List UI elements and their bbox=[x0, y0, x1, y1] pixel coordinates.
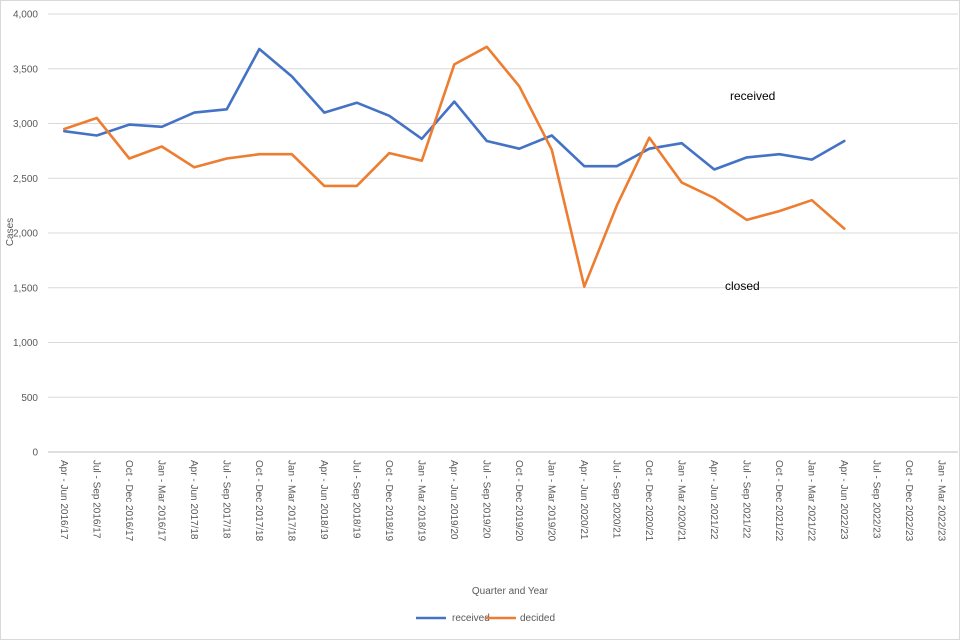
y-tick-label: 2,500 bbox=[13, 174, 38, 185]
x-tick-label: Jul - Sep 2018/19 bbox=[350, 460, 361, 539]
y-tick-label: 3,000 bbox=[13, 119, 38, 130]
y-tick-label: 500 bbox=[21, 393, 38, 404]
x-tick-label: Jul - Sep 2019/20 bbox=[480, 460, 491, 539]
x-axis-title: Quarter and Year bbox=[472, 586, 549, 597]
x-tick-label: Jul - Sep 2020/21 bbox=[610, 460, 621, 539]
x-tick-label: Oct - Dec 2018/19 bbox=[383, 460, 394, 542]
series-lines bbox=[63, 45, 846, 289]
y-axis-title: Cases bbox=[5, 218, 16, 246]
legend: received decided bbox=[416, 613, 555, 624]
x-tick-label: Apr - Jun 2016/17 bbox=[58, 460, 69, 540]
x-tick-label: Apr - Jun 2017/18 bbox=[188, 460, 199, 540]
x-tick-label: Jan - Mar 2016/17 bbox=[155, 460, 166, 542]
x-tick-label: Oct - Dec 2019/20 bbox=[513, 460, 524, 542]
annotation-received: received bbox=[730, 89, 775, 103]
y-tick-label: 0 bbox=[32, 448, 38, 459]
x-tick-label: Apr - Jun 2020/21 bbox=[578, 460, 589, 540]
x-tick-label: Apr - Jun 2018/19 bbox=[318, 460, 329, 540]
x-tick-label: Jan - Mar 2017/18 bbox=[285, 460, 296, 542]
y-tick-label: 1,500 bbox=[13, 283, 38, 294]
y-tick-label: 1,000 bbox=[13, 338, 38, 349]
series-line-decided bbox=[63, 45, 846, 289]
gridlines bbox=[48, 13, 958, 453]
annotation-closed: closed bbox=[725, 279, 760, 293]
x-tick-label: Jan - Mar 2020/21 bbox=[675, 460, 686, 542]
x-tick-label: Jul - Sep 2016/17 bbox=[90, 460, 101, 539]
y-tick-label: 2,000 bbox=[13, 229, 38, 240]
series-line-received bbox=[63, 47, 846, 171]
y-tick-label: 4,000 bbox=[13, 10, 38, 21]
legend-label-decided: decided bbox=[520, 613, 555, 624]
x-axis-ticks: Apr - Jun 2016/17 Jul - Sep 2016/17 Oct - … bbox=[58, 460, 947, 542]
x-tick-label: Jan - Mar 2019/20 bbox=[545, 460, 556, 542]
x-tick-label: Apr - Jun 2019/20 bbox=[448, 460, 459, 540]
x-tick-label: Jul - Sep 2017/18 bbox=[220, 460, 231, 539]
x-tick-label: Apr - Jun 2021/22 bbox=[708, 460, 719, 540]
y-tick-label: 3,500 bbox=[13, 64, 38, 75]
x-tick-label: Oct - Dec 2022/23 bbox=[903, 460, 914, 542]
x-tick-label: Oct - Dec 2020/21 bbox=[643, 460, 654, 542]
x-tick-label: Oct - Dec 2021/22 bbox=[773, 460, 784, 542]
x-tick-label: Jul - Sep 2021/22 bbox=[740, 460, 751, 539]
x-tick-label: Apr - Jun 2022/23 bbox=[838, 460, 849, 540]
x-tick-label: Oct - Dec 2017/18 bbox=[253, 460, 264, 542]
x-tick-label: Jan - Mar 2022/23 bbox=[935, 460, 946, 542]
x-tick-label: Jan - Mar 2021/22 bbox=[805, 460, 816, 542]
x-tick-label: Jan - Mar 2018/19 bbox=[415, 460, 426, 542]
y-axis-ticks: 0 500 1,000 1,500 2,000 2,500 3,000 3,500 4,000 bbox=[13, 10, 38, 459]
x-tick-label: Jul - Sep 2022/23 bbox=[870, 460, 881, 539]
x-tick-label: Oct - Dec 2016/17 bbox=[123, 460, 134, 542]
legend-label-received: received bbox=[452, 613, 490, 624]
